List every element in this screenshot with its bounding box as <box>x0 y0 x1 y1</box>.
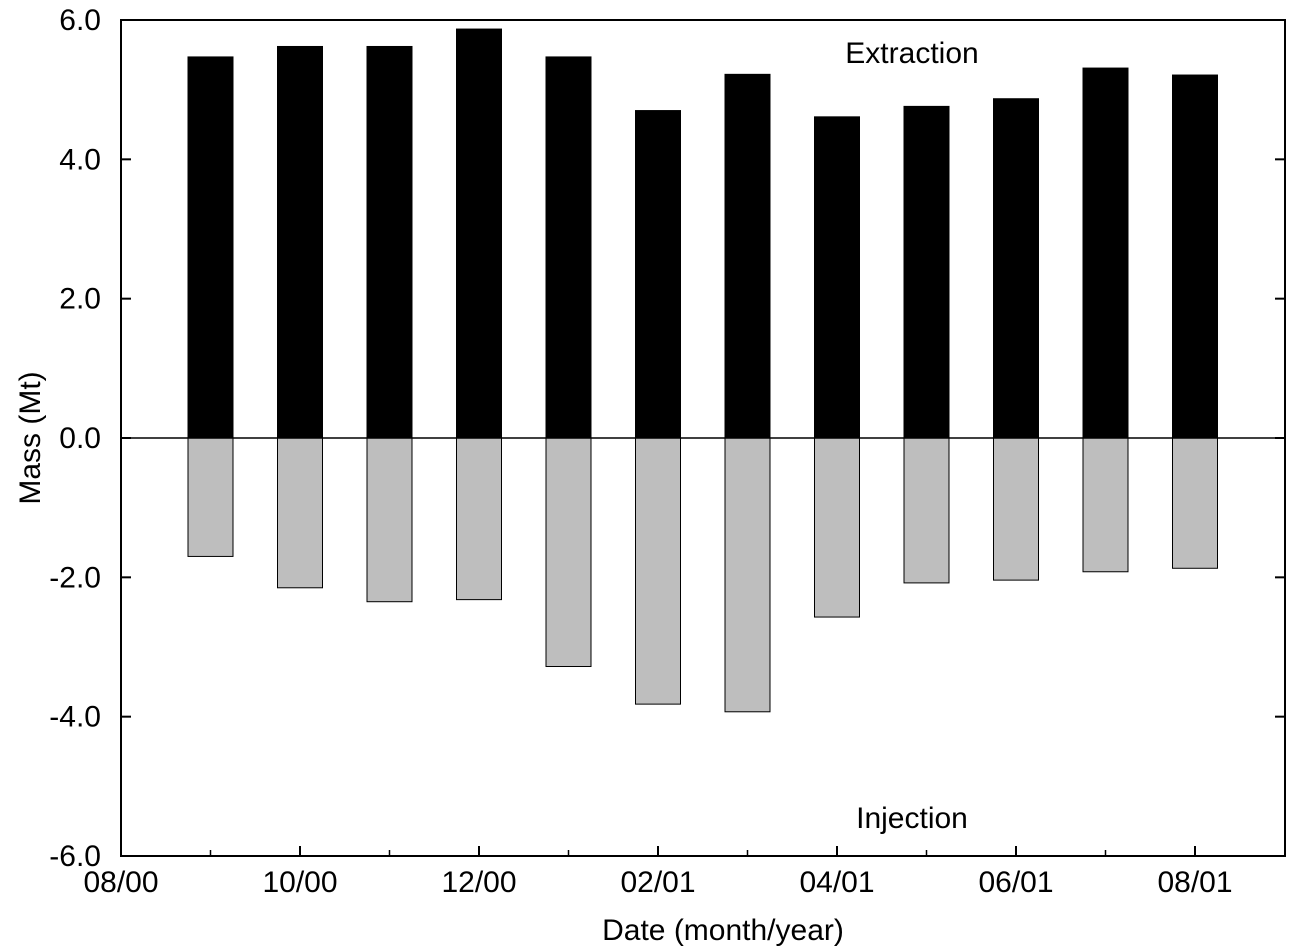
extraction-bar <box>635 110 681 439</box>
extraction-bar <box>903 105 950 439</box>
y-axis: -6.0 -4.0 -2.0 0.0 2.0 4.0 6.0 <box>49 4 1285 873</box>
y-tick-label: 6.0 <box>59 4 101 37</box>
x-tick-label: 06/01 <box>978 866 1053 899</box>
x-tick-label: 10/00 <box>262 866 337 899</box>
injection-bar <box>456 437 502 601</box>
x-tick-label: 08/01 <box>1157 866 1232 899</box>
x-axis-label: Date (month/year) <box>602 914 844 947</box>
y-tick-label: -6.0 <box>49 840 101 873</box>
injection-bar <box>635 437 681 705</box>
annotation-extraction: Extraction <box>845 37 978 70</box>
injection-bar <box>814 437 860 618</box>
extraction-bar <box>456 28 502 439</box>
extraction-bar <box>277 45 323 439</box>
x-tick-label: 08/00 <box>83 866 158 899</box>
annotation-injection: Injection <box>856 802 968 835</box>
injection-bar <box>366 437 413 603</box>
injection-bar <box>903 437 950 584</box>
y-tick-label: 2.0 <box>59 283 101 316</box>
x-axis: 08/00 10/00 12/00 02/01 04/01 06/01 08/01 <box>83 846 1233 899</box>
injection-bar <box>545 437 592 668</box>
extraction-bar <box>724 73 771 439</box>
x-tick-label: 02/01 <box>620 866 695 899</box>
injection-bar <box>277 437 323 589</box>
extraction-bar <box>366 45 413 439</box>
injection-bar <box>724 437 771 713</box>
x-tick-label: 12/00 <box>441 866 516 899</box>
extraction-bar <box>1082 67 1129 439</box>
y-axis-label: Mass (Mt) <box>14 371 47 504</box>
extraction-bar <box>1172 74 1218 439</box>
y-tick-label: -4.0 <box>49 701 101 734</box>
extraction-bar <box>545 56 592 439</box>
injection-bar <box>993 437 1039 581</box>
injection-bar <box>1172 437 1218 569</box>
extraction-bar <box>814 116 860 439</box>
x-tick-label: 04/01 <box>799 866 874 899</box>
y-tick-label: 0.0 <box>59 422 101 455</box>
bars-group <box>187 28 1218 713</box>
extraction-bar <box>187 56 234 439</box>
injection-bar <box>1082 437 1129 573</box>
extraction-bar <box>993 98 1039 439</box>
injection-bar <box>187 437 234 557</box>
y-tick-label: -2.0 <box>49 561 101 594</box>
y-tick-label: 4.0 <box>59 143 101 176</box>
